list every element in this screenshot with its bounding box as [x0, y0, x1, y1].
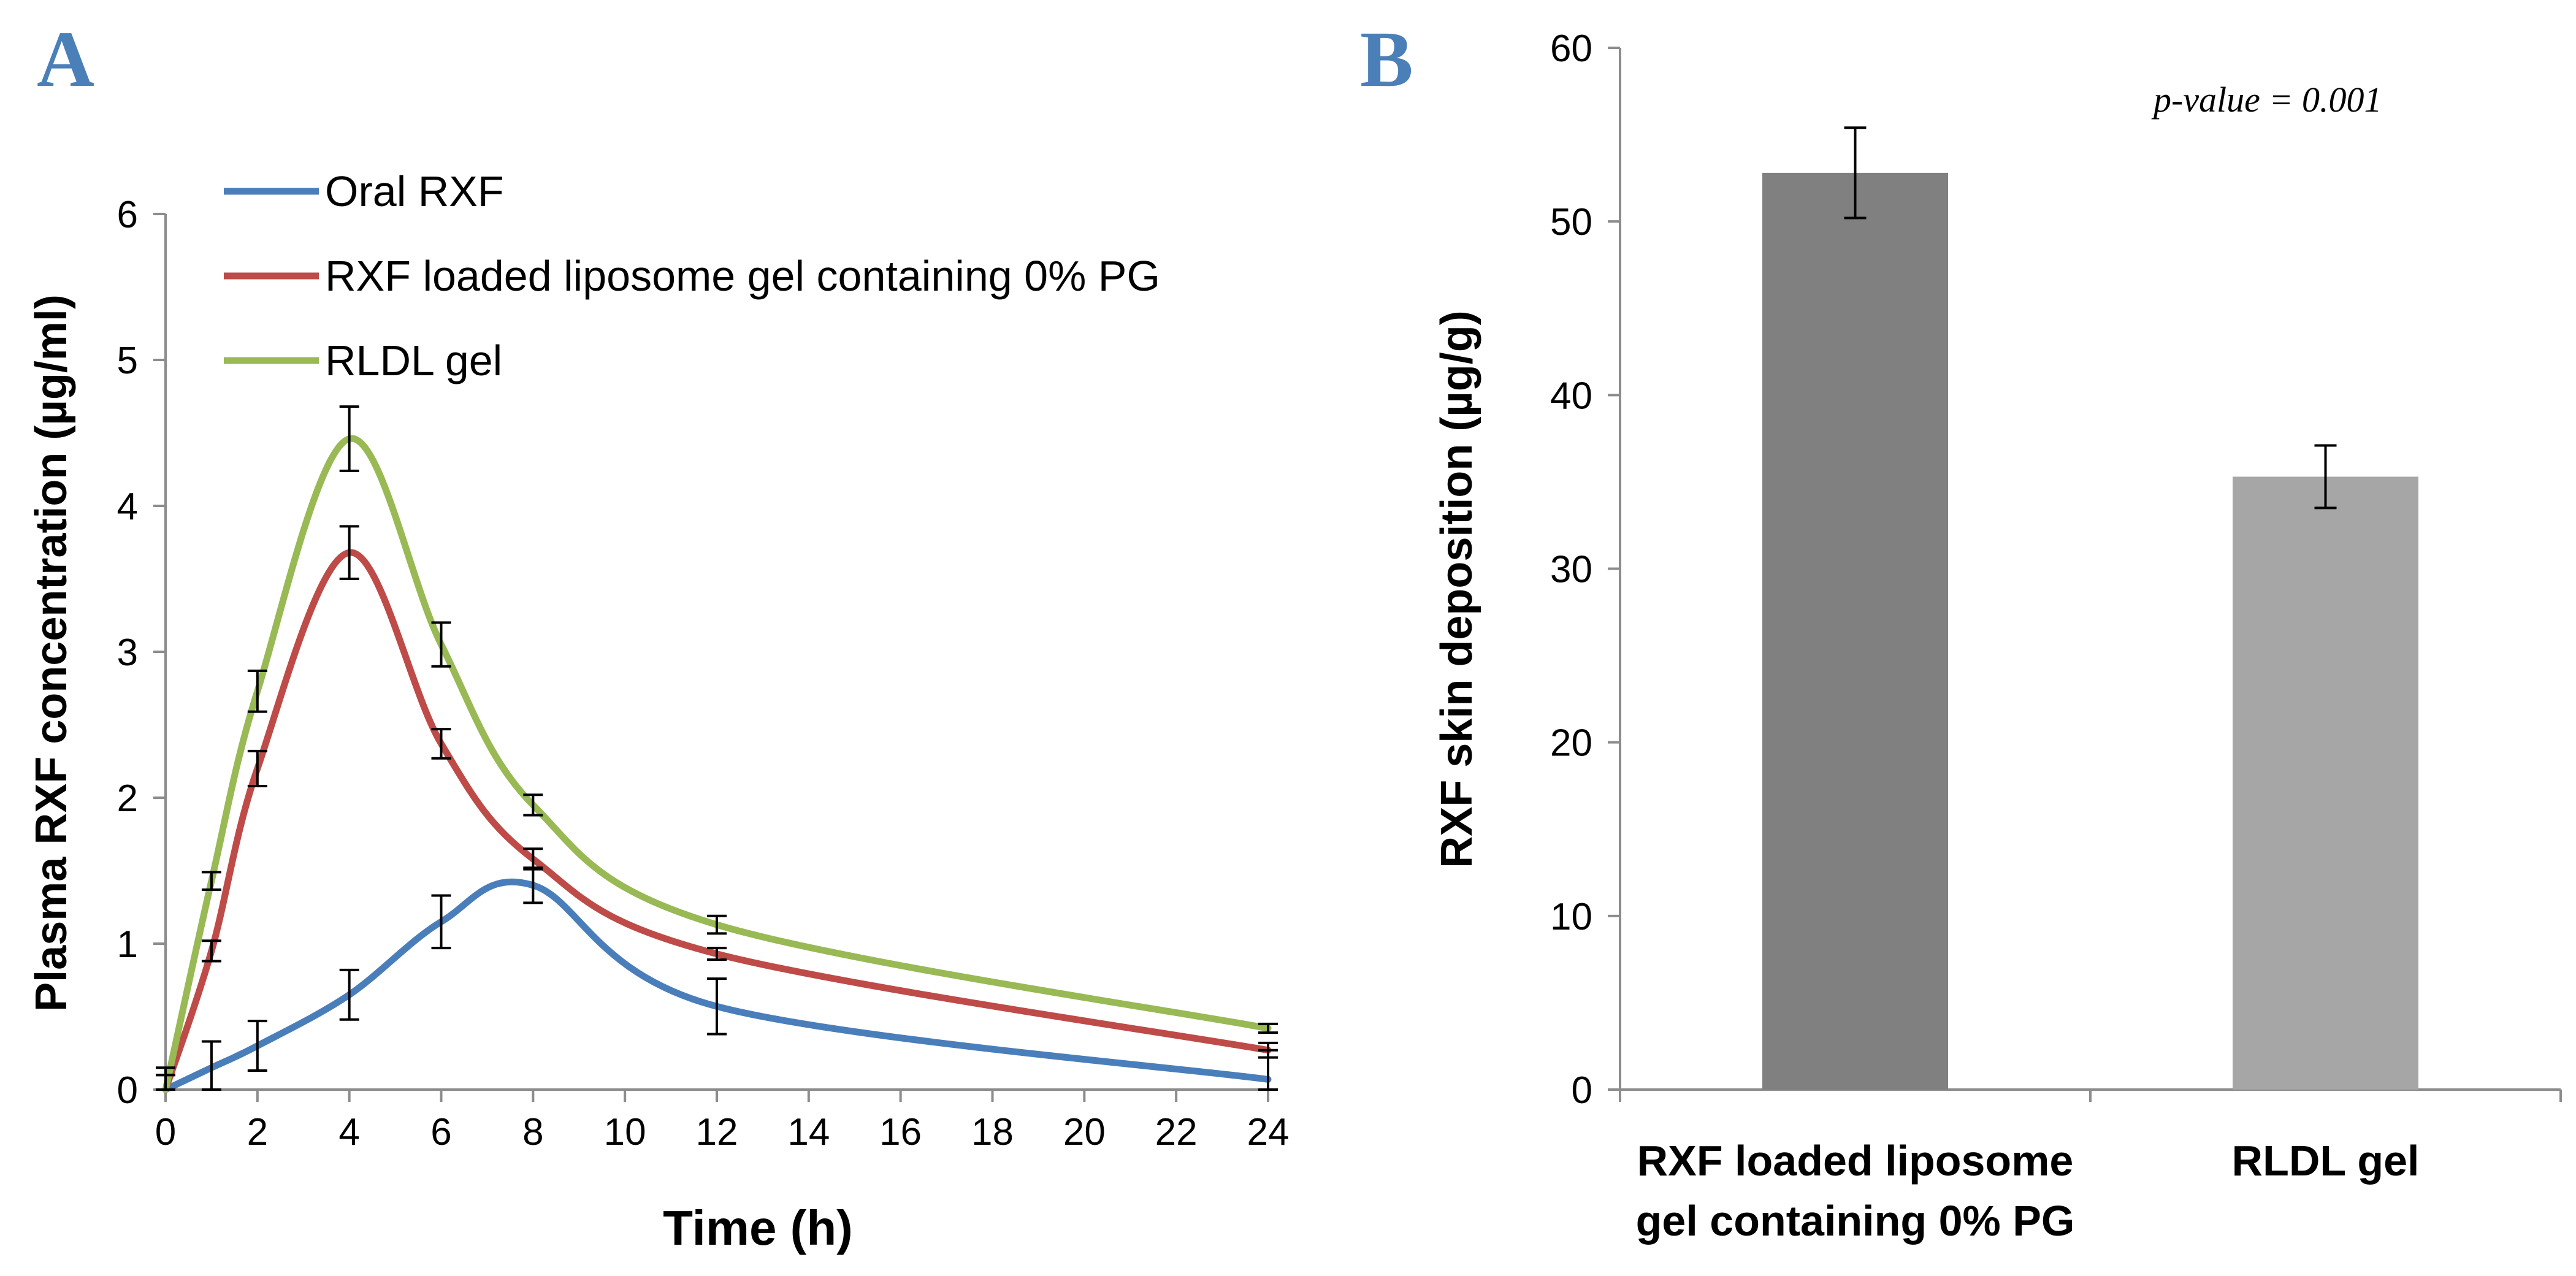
- panel-a-y-tick-label: 6: [117, 194, 138, 236]
- error-bar-series-1: [201, 1040, 221, 1091]
- panel-a-x-tick-label: 0: [155, 1111, 176, 1153]
- panel-b-y-tick-label: 50: [1550, 201, 1592, 243]
- p-value-annotation: p-value = 0.001: [2151, 80, 2382, 120]
- error-bar-series-3: [247, 669, 267, 713]
- panel-b-y-tick-label: 20: [1550, 722, 1592, 765]
- panel-a-x-tick-label: 22: [1155, 1111, 1198, 1153]
- error-bar-series-2: [339, 525, 359, 580]
- panel-a-x-tick-label: 4: [338, 1111, 359, 1153]
- panel-a-y-tick-label: 1: [117, 923, 138, 966]
- panel-a-y-axis-title: Plasma RXF concentration (µg/ml): [27, 294, 76, 1012]
- error-bar-series-3: [1258, 1022, 1278, 1034]
- category-label-1: RXF loaded liposome: [1637, 1137, 2074, 1185]
- bar-1: [1762, 172, 1948, 1090]
- error-bar-series-3: [523, 793, 543, 817]
- panel-b-y-axis-title: RXF skin deposition (µg/g): [1432, 310, 1481, 868]
- panel-a-y-tick-label: 2: [117, 777, 138, 820]
- error-bar-series-3: [156, 1074, 175, 1091]
- legend-label-3: RLDL gel: [325, 337, 502, 384]
- panel-a-y-tick-label: 3: [117, 632, 138, 674]
- panel-a-x-tick-label: 16: [879, 1111, 922, 1153]
- error-bar-series-2: [247, 749, 267, 787]
- series-line-3: [162, 435, 1272, 1093]
- panel-b-bar-chart: 0 10 20 30 40 50 60 RXF loaded liposome gel cont…: [1550, 28, 2562, 1245]
- panel-a-x-tick-label: 24: [1247, 1111, 1290, 1153]
- panel-a-y-tick-label: 5: [117, 340, 138, 382]
- panel-b-y-tick-label: 0: [1572, 1069, 1592, 1112]
- bar-error-1: [1844, 126, 1867, 220]
- panel-a-x-tick-label: 8: [522, 1111, 543, 1153]
- legend-label-2: RXF loaded liposome gel containing 0% PG: [325, 252, 1160, 300]
- panel-a-x-tick-label: 12: [696, 1111, 738, 1153]
- panel-a-x-tick-label: 14: [787, 1111, 830, 1153]
- panel-b-y-tick-label: 60: [1550, 28, 1592, 70]
- error-bar-series-3: [201, 871, 221, 891]
- bar-error-2: [2314, 444, 2337, 510]
- error-bar-series-3: [431, 621, 451, 668]
- bar-2: [2233, 476, 2418, 1090]
- panel-b-y-tick-label: 30: [1550, 549, 1592, 591]
- error-bar-series-2: [707, 947, 727, 961]
- panel-a-x-tick-label: 6: [430, 1111, 451, 1153]
- series-line-2: [162, 549, 1272, 1093]
- panel-b-letter: B: [1360, 15, 1413, 104]
- panel-a-x-tick-label: 2: [247, 1111, 268, 1153]
- series-line-1: [162, 878, 1272, 1093]
- panel-a-x-tick-label: 10: [604, 1111, 646, 1153]
- error-bar-series-1: [431, 894, 451, 950]
- error-bar-series-2: [431, 728, 451, 760]
- category-label-1: gel containing 0% PG: [1636, 1197, 2075, 1245]
- error-bar-series-1: [339, 968, 359, 1021]
- panel-a-y-tick-label: 0: [117, 1069, 138, 1112]
- error-bar-series-1: [247, 1020, 267, 1072]
- panel-a-x-tick-label: 20: [1063, 1111, 1106, 1153]
- panel-a-y-tick-label: 4: [117, 486, 138, 528]
- error-bar-series-1: [707, 977, 727, 1036]
- error-bar-series-2: [523, 847, 543, 871]
- category-label-2: RLDL gel: [2232, 1137, 2420, 1185]
- error-bar-series-3: [707, 914, 727, 935]
- error-bar-series-2: [1258, 1041, 1278, 1059]
- panel-a-letter: A: [37, 15, 94, 104]
- panel-b-y-tick-label: 10: [1550, 896, 1592, 938]
- panel-a-x-tick-label: 18: [971, 1111, 1014, 1153]
- error-bar-series-3: [339, 405, 359, 472]
- error-bar-series-2: [201, 939, 221, 963]
- legend-label-1: Oral RXF: [325, 167, 504, 215]
- panel-b-y-tick-label: 40: [1550, 375, 1592, 417]
- panel-a-x-axis-title: Time (h): [663, 1201, 853, 1255]
